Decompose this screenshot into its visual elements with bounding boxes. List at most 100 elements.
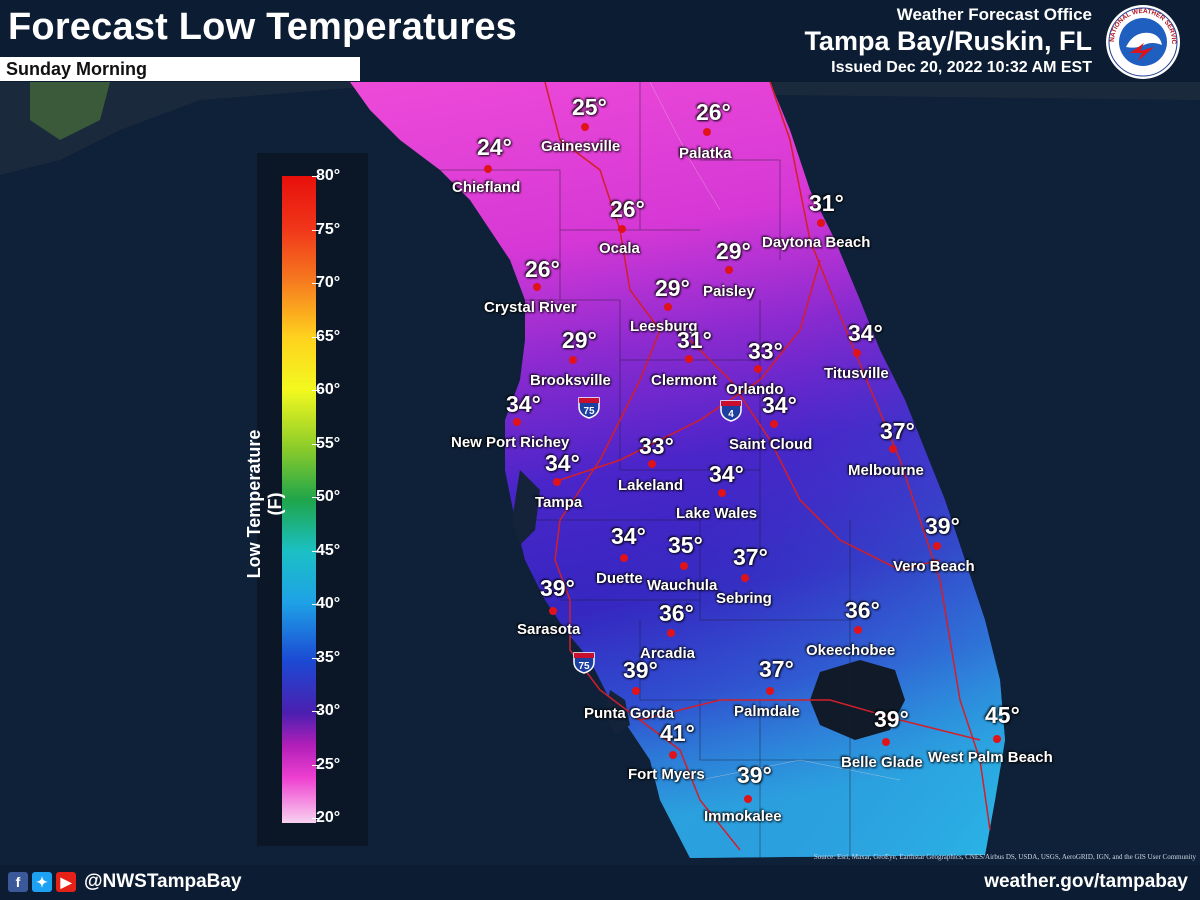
city-temp-gainesville: 25° — [572, 94, 607, 120]
city-marker-west-palm-beach — [993, 735, 1001, 743]
city-temp-daytona-beach: 31° — [809, 190, 844, 216]
city-name-paisley: Paisley — [703, 283, 755, 300]
interstate-75-shield-south: 75 — [573, 652, 595, 674]
city-temp-palatka: 26° — [696, 99, 731, 125]
page-title: Forecast Low Temperatures — [8, 6, 518, 48]
interstate-4-shield: 4 — [720, 400, 742, 422]
city-marker-brooksville — [569, 356, 577, 364]
legend-tick: 55° — [311, 434, 341, 452]
city-marker-palmdale — [766, 687, 774, 695]
city-marker-fort-myers — [669, 751, 677, 759]
legend-color-bar — [282, 176, 316, 823]
twitter-icon[interactable]: ✦ — [32, 872, 52, 892]
subtitle-bar: Sunday Morning — [0, 57, 360, 81]
temperature-map — [0, 82, 1200, 865]
city-temp-lakeland: 33° — [639, 433, 674, 459]
city-marker-ocala — [618, 225, 626, 233]
facebook-icon[interactable]: f — [8, 872, 28, 892]
city-name-vero-beach: Vero Beach — [893, 558, 975, 575]
legend-tick: 45° — [311, 541, 341, 559]
subtitle: Sunday Morning — [6, 59, 147, 79]
city-temp-palmdale: 37° — [759, 656, 794, 682]
city-temp-belle-glade: 39° — [874, 706, 909, 732]
city-temp-melbourne: 37° — [880, 418, 915, 444]
city-name-palmdale: Palmdale — [734, 703, 800, 720]
city-name-ocala: Ocala — [599, 240, 640, 257]
legend-tick: 35° — [311, 648, 341, 666]
legend-tick: 20° — [311, 809, 341, 826]
svg-text:75: 75 — [578, 661, 590, 672]
city-marker-orlando — [754, 365, 762, 373]
city-temp-titusville: 34° — [848, 320, 883, 346]
city-name-arcadia: Arcadia — [640, 645, 696, 662]
city-name-punta-gorda: Punta Gorda — [584, 705, 675, 722]
city-temp-duette: 34° — [611, 523, 646, 549]
city-marker-chiefland — [484, 165, 492, 173]
office-line1: Weather Forecast Office — [896, 5, 1092, 24]
city-temp-saint-cloud: 34° — [762, 392, 797, 418]
city-marker-duette — [620, 554, 628, 562]
city-marker-crystal-river — [533, 283, 541, 291]
city-temp-west-palm-beach: 45° — [985, 702, 1020, 728]
city-marker-sebring — [741, 574, 749, 582]
city-temp-crystal-river: 26° — [525, 256, 560, 282]
city-marker-melbourne — [889, 445, 897, 453]
city-name-chiefland: Chiefland — [452, 179, 521, 196]
city-temp-punta-gorda: 39° — [623, 657, 658, 683]
city-temp-orlando: 33° — [748, 338, 783, 364]
city-temp-immokalee: 39° — [737, 762, 772, 788]
city-marker-arcadia — [667, 629, 675, 637]
header: Forecast Low Temperatures Sunday Morning… — [0, 0, 1200, 82]
city-temp-arcadia: 36° — [659, 600, 694, 626]
city-marker-gainesville — [581, 123, 589, 131]
city-name-belle-glade: Belle Glade — [841, 754, 923, 771]
city-name-orlando: Orlando — [726, 381, 784, 398]
city-marker-paisley — [725, 266, 733, 274]
city-name-immokalee: Immokalee — [704, 808, 782, 825]
issued-time: Issued Dec 20, 2022 10:32 AM EST — [831, 59, 1092, 76]
svg-text:4: 4 — [728, 409, 734, 420]
map-attribution: Source: Esri, Maxar, GeoEye, Earthstar G… — [813, 853, 1196, 861]
legend-tick: 70° — [311, 274, 341, 291]
office-info: Weather Forecast Office Tampa Bay/Ruskin… — [804, 5, 1092, 77]
footer: f ✦ ▶ @NWSTampaBay weather.gov/tampabay — [0, 865, 1200, 900]
legend-tick: 80° — [311, 167, 341, 184]
city-name-saint-cloud: Saint Cloud — [729, 436, 813, 453]
city-name-brooksville: Brooksville — [530, 372, 611, 389]
city-name-crystal-river: Crystal River — [484, 299, 577, 316]
city-marker-punta-gorda — [632, 687, 640, 695]
city-marker-tampa — [553, 478, 561, 486]
city-marker-belle-glade — [882, 738, 890, 746]
city-temp-okeechobee: 36° — [845, 597, 880, 623]
city-name-wauchula: Wauchula — [647, 577, 718, 594]
city-name-lake-wales: Lake Wales — [676, 505, 758, 522]
city-name-new-port-richey: New Port Richey — [451, 434, 570, 451]
legend-axis-label: Low Temperature (F) — [244, 429, 285, 579]
svg-text:75: 75 — [583, 406, 595, 417]
social-icons: f ✦ ▶ — [8, 871, 76, 893]
city-name-daytona-beach: Daytona Beach — [762, 234, 871, 251]
city-marker-sarasota — [549, 607, 557, 615]
city-marker-daytona-beach — [817, 219, 825, 227]
city-marker-lakeland — [648, 460, 656, 468]
city-temp-leesburg: 29° — [655, 275, 690, 301]
city-temp-fort-myers: 41° — [660, 720, 695, 746]
city-name-gainesville: Gainesville — [541, 138, 621, 155]
nws-logo-icon: NATIONAL WEATHER SERVICE — [1104, 3, 1180, 79]
youtube-icon[interactable]: ▶ — [56, 872, 76, 892]
city-name-leesburg: Leesburg — [630, 318, 698, 335]
website-link[interactable]: weather.gov/tampabay — [984, 871, 1188, 892]
office-name: Tampa Bay/Ruskin, FL — [804, 26, 1092, 56]
city-temp-lake-wales: 34° — [709, 461, 744, 487]
city-marker-okeechobee — [854, 626, 862, 634]
city-name-clermont: Clermont — [651, 372, 717, 389]
city-marker-vero-beach — [933, 542, 941, 550]
legend-tick: 60° — [311, 381, 341, 398]
city-marker-new-port-richey — [513, 418, 521, 426]
city-name-sebring: Sebring — [716, 590, 772, 607]
city-marker-palatka — [703, 128, 711, 136]
city-marker-clermont — [685, 355, 693, 363]
social-handle[interactable]: @NWSTampaBay — [84, 871, 242, 892]
city-name-melbourne: Melbourne — [848, 462, 924, 479]
city-marker-saint-cloud — [770, 420, 778, 428]
